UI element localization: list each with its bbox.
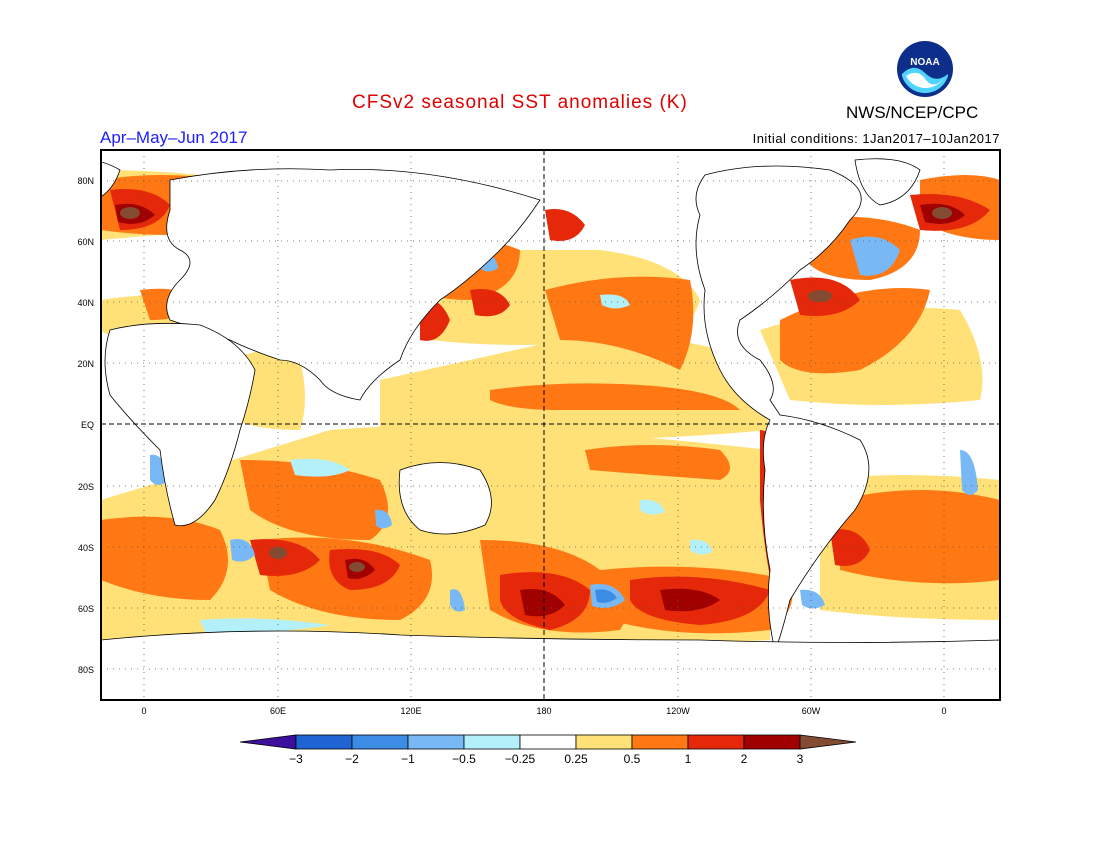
colorbar-tick-label: 3 [797, 752, 804, 766]
lat-label: 40S [78, 543, 94, 553]
colorbar-swatch [351, 734, 409, 750]
colorbar-tick-label: 2 [741, 752, 748, 766]
lon-label: 0 [141, 706, 146, 716]
longitude-labels: 0 60E 120E 180 120W 60W 0 [141, 706, 946, 716]
colorbar-swatch [407, 734, 465, 750]
colorbar-swatch [463, 734, 521, 750]
colorbar-above-max-triangle [799, 734, 857, 750]
lat-label: 20N [77, 359, 94, 369]
colorbar-tick-label: −3 [289, 752, 303, 766]
lat-label: EQ [81, 420, 94, 430]
colorbar-swatch [687, 734, 745, 750]
colorbar-swatch [519, 734, 577, 750]
map-frame [100, 149, 1001, 701]
lon-label: 60E [270, 706, 286, 716]
colorbar-tick-label: 0.5 [624, 752, 641, 766]
noaa-logo: NOAA [897, 41, 953, 97]
lon-label: 60W [802, 706, 821, 716]
initial-conditions-label: Initial conditions: 1Jan2017–10Jan2017 [752, 131, 1000, 146]
colorbar-below-min-triangle [239, 734, 297, 750]
colorbar-tick-label: −0.5 [452, 752, 476, 766]
lat-label: 80N [77, 176, 94, 186]
colorbar: −3 −2 −1 −0.5 −0.25 0.25 0.5 1 2 3 [239, 734, 857, 766]
lon-label: 120E [400, 706, 421, 716]
equator-dateline [101, 150, 1000, 700]
lon-label: 120W [666, 706, 690, 716]
colorbar-tick-label: 1 [685, 752, 692, 766]
period-label: Apr–May–Jun 2017 [100, 128, 248, 147]
chart-title: CFSv2 seasonal SST anomalies (K) [352, 92, 688, 113]
sst-anomaly-fields [101, 170, 1000, 645]
colorbar-swatch [743, 734, 801, 750]
lon-label: 180 [536, 706, 551, 716]
agency-label: NWS/NCEP/CPC [846, 103, 979, 122]
lat-label: 60N [77, 237, 94, 247]
lat-label: 20S [78, 482, 94, 492]
colorbar-swatch [575, 734, 633, 750]
colorbar-tick-label: −0.25 [505, 752, 536, 766]
lat-label: 60S [78, 604, 94, 614]
svg-text:NOAA: NOAA [910, 57, 939, 68]
colorbar-tick-label: −2 [345, 752, 359, 766]
latitude-labels: 80N 60N 40N 20N EQ 20S 40S 60S 80S [77, 176, 94, 675]
lon-label: 0 [941, 706, 946, 716]
lat-label: 40N [77, 298, 94, 308]
continents [101, 158, 1000, 700]
lat-label: 80S [78, 665, 94, 675]
map-area [101, 150, 1000, 700]
colorbar-tick-label: 0.25 [564, 752, 588, 766]
colorbar-swatch [631, 734, 689, 750]
colorbar-swatch [295, 734, 353, 750]
colorbar-tick-label: −1 [401, 752, 415, 766]
